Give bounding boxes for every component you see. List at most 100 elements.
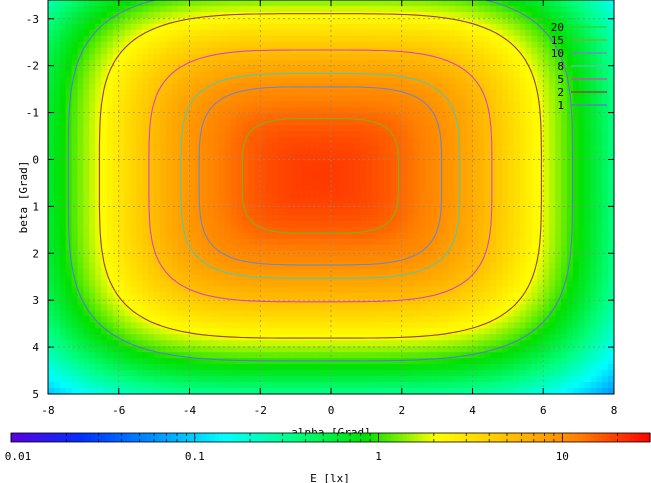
heatmap-cell (378, 149, 385, 156)
heatmap-cell (354, 161, 362, 168)
heatmap-cell (53, 208, 61, 216)
heatmap-cell (496, 280, 503, 288)
heatmap-cell (384, 274, 391, 282)
heatmap-cell (519, 143, 527, 150)
heatmap-cell (213, 250, 220, 258)
heatmap-cell (360, 113, 367, 120)
heatmap-cell (543, 220, 550, 228)
heatmap-cell (65, 17, 73, 25)
heatmap-cell (525, 262, 533, 270)
heatmap-cell (531, 197, 538, 204)
heatmap-cell (83, 214, 90, 222)
heatmap-cell (584, 214, 592, 222)
heatmap-cell (89, 185, 96, 192)
heatmap-cell (407, 244, 415, 252)
heatmap-cell (130, 59, 138, 67)
heatmap-cell (407, 292, 415, 300)
heatmap-cell (77, 11, 84, 19)
heatmap-cell (460, 298, 468, 306)
heatmap-cell (89, 214, 96, 222)
heatmap-cell (590, 77, 597, 85)
heatmap-cell (112, 77, 120, 85)
heatmap-cell (366, 250, 373, 258)
heatmap-cell (154, 53, 161, 61)
heatmap-cell (454, 256, 462, 264)
heatmap-cell (501, 173, 509, 180)
heatmap-cell (112, 197, 120, 204)
heatmap-cell (254, 167, 261, 174)
heatmap-cell (501, 161, 509, 168)
heatmap-cell (48, 137, 55, 144)
heatmap-cell (437, 71, 444, 79)
heatmap-cell (124, 35, 132, 43)
heatmap-cell (319, 137, 326, 144)
heatmap-cell (560, 173, 568, 180)
heatmap-cell (171, 232, 179, 240)
heatmap-cell (283, 11, 291, 19)
heatmap-cell (160, 298, 167, 306)
heatmap-cell (602, 35, 609, 43)
heatmap-cell (254, 191, 261, 198)
heatmap-cell (77, 47, 84, 55)
heatmap-cell (437, 292, 444, 300)
heatmap-cell (513, 185, 521, 192)
heatmap-cell (596, 83, 603, 91)
heatmap-cell (177, 113, 185, 120)
heatmap-cell (183, 179, 191, 186)
heatmap-cell (118, 59, 126, 67)
heatmap-cell (218, 202, 226, 210)
heatmap-cell (154, 65, 161, 73)
heatmap-cell (443, 232, 450, 240)
heatmap-cell (266, 119, 273, 126)
heatmap-cell (101, 5, 108, 13)
heatmap-cell (366, 286, 373, 294)
heatmap-cell (95, 179, 102, 186)
heatmap-cell (201, 113, 208, 120)
heatmap-cell (171, 268, 179, 276)
heatmap-cell (124, 47, 132, 55)
heatmap-cell (549, 23, 556, 31)
heatmap-cell (260, 191, 267, 198)
heatmap-cell (218, 208, 226, 216)
heatmap-cell (248, 173, 255, 180)
heatmap-cell (101, 197, 108, 204)
heatmap-cell (236, 101, 244, 109)
heatmap-cell (277, 202, 285, 210)
heatmap-cell (366, 220, 373, 228)
heatmap-cell (484, 35, 491, 43)
heatmap-cell (218, 29, 226, 37)
heatmap-cell (301, 304, 309, 312)
heatmap-cell (89, 179, 96, 186)
heatmap-cell (165, 250, 173, 258)
heatmap-cell (389, 65, 397, 73)
heatmap-cell (313, 41, 320, 49)
heatmap-cell (277, 95, 285, 103)
heatmap-cell (342, 53, 350, 61)
heatmap-cell (325, 256, 332, 264)
heatmap-cell (325, 0, 332, 7)
heatmap-cell (189, 173, 196, 180)
heatmap-cell (112, 226, 120, 234)
heatmap-cell (608, 292, 614, 300)
heatmap-cell (65, 143, 73, 150)
heatmap-cell (490, 29, 497, 37)
heatmap-cell (425, 59, 432, 67)
heatmap-cell (360, 125, 367, 132)
heatmap-cell (478, 119, 485, 126)
heatmap-cell (218, 220, 226, 228)
heatmap-cell (283, 202, 291, 210)
heatmap-cell (549, 95, 556, 103)
heatmap-cell (466, 125, 474, 132)
heatmap-cell (466, 143, 474, 150)
heatmap-cell (531, 298, 538, 306)
heatmap-cell (112, 59, 120, 67)
heatmap-cell (531, 226, 538, 234)
heatmap-cell (195, 89, 202, 97)
heatmap-cell (148, 95, 155, 103)
heatmap-cell (189, 89, 196, 97)
heatmap-cell (431, 17, 438, 25)
heatmap-cell (537, 5, 544, 13)
heatmap-cell (566, 185, 574, 192)
heatmap-cell (401, 65, 409, 73)
heatmap-cell (136, 214, 143, 222)
